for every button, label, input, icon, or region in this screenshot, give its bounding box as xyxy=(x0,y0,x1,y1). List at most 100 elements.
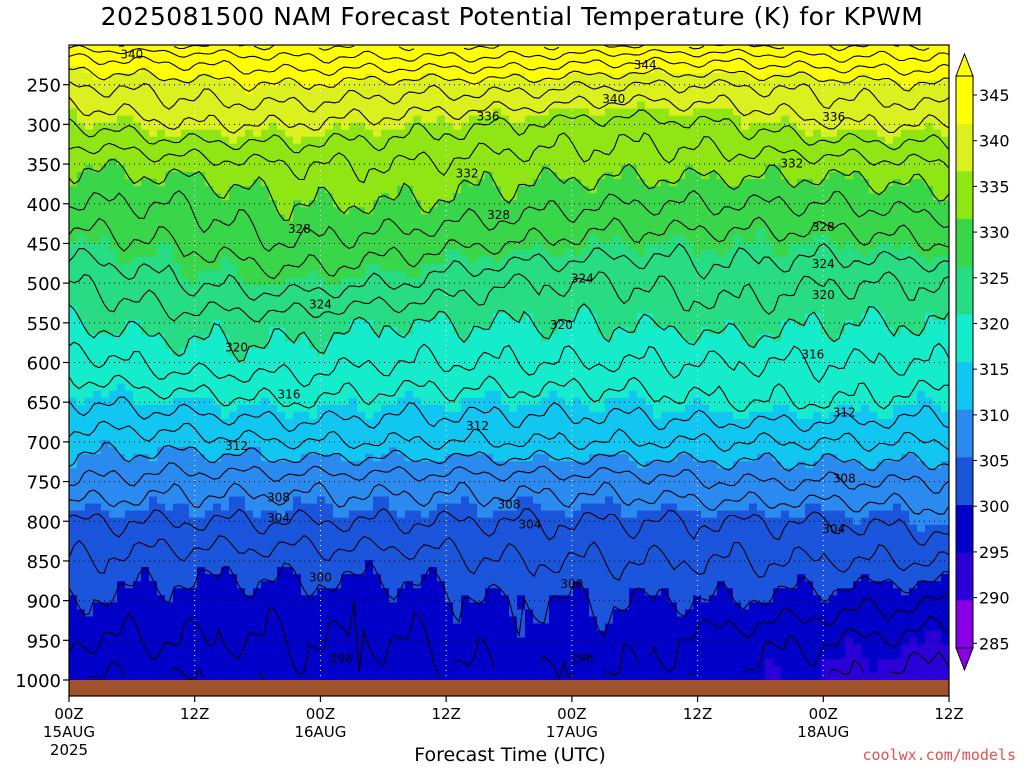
theta-fill-cell xyxy=(261,108,270,117)
theta-fill-cell xyxy=(277,143,286,152)
theta-fill-cell xyxy=(717,87,726,95)
theta-fill-cell xyxy=(637,157,646,166)
theta-fill-cell xyxy=(69,228,78,237)
theta-fill-cell xyxy=(773,221,782,230)
theta-fill-cell xyxy=(621,291,630,300)
theta-fill-cell xyxy=(341,291,350,300)
theta-fill-cell xyxy=(245,80,254,88)
theta-fill-cell xyxy=(333,277,342,286)
theta-fill-cell xyxy=(693,355,702,364)
theta-fill-cell xyxy=(397,200,406,208)
theta-fill-cell xyxy=(669,291,678,300)
theta-fill-cell xyxy=(293,73,302,81)
theta-fill-cell xyxy=(333,207,342,215)
theta-fill-cell xyxy=(269,172,278,180)
theta-fill-cell xyxy=(373,348,382,357)
theta-fill-cell xyxy=(93,284,102,293)
theta-fill-cell xyxy=(149,136,158,145)
theta-fill-cell xyxy=(605,306,614,314)
theta-fill-cell xyxy=(709,299,718,307)
theta-fill-cell xyxy=(77,263,86,272)
theta-fill-cell xyxy=(893,52,902,60)
theta-fill-cell xyxy=(189,73,198,81)
theta-fill-cell xyxy=(421,143,430,152)
theta-fill-cell xyxy=(853,277,862,286)
theta-fill-cell xyxy=(373,45,382,53)
theta-fill-cell xyxy=(549,143,558,152)
theta-fill-cell xyxy=(685,87,694,95)
theta-fill-cell xyxy=(405,87,414,95)
theta-fill-cell xyxy=(517,235,526,244)
theta-fill-cell xyxy=(437,214,446,222)
theta-fill-cell xyxy=(885,341,894,349)
theta-fill-cell xyxy=(309,221,318,230)
theta-fill-cell xyxy=(125,235,134,244)
theta-fill-cell xyxy=(773,108,782,117)
theta-fill-cell xyxy=(325,52,334,60)
theta-fill-cell xyxy=(477,284,486,293)
theta-fill-cell xyxy=(709,115,718,124)
theta-fill-cell xyxy=(581,341,590,349)
theta-fill-cell xyxy=(637,193,646,201)
theta-fill-cell xyxy=(173,327,182,335)
theta-fill-cell xyxy=(821,193,830,201)
theta-fill-cell xyxy=(333,221,342,230)
theta-fill-cell xyxy=(773,334,782,342)
theta-fill-cell xyxy=(653,313,662,321)
theta-fill-cell xyxy=(133,164,142,173)
theta-fill-cell xyxy=(925,284,934,293)
theta-fill-cell xyxy=(557,157,566,166)
theta-fill-cell xyxy=(813,341,822,349)
theta-fill-cell xyxy=(165,94,174,103)
theta-fill-cell xyxy=(293,284,302,293)
theta-fill-cell xyxy=(741,228,750,237)
theta-fill-cell xyxy=(493,348,502,357)
theta-fill-cell xyxy=(325,94,334,103)
theta-fill-cell xyxy=(613,164,622,173)
theta-fill-cell xyxy=(485,157,494,166)
theta-fill-cell xyxy=(597,172,606,180)
theta-fill-cell xyxy=(229,115,238,124)
theta-fill-cell xyxy=(501,200,510,208)
theta-fill-cell xyxy=(661,73,670,81)
theta-fill-cell xyxy=(629,73,638,81)
theta-fill-cell xyxy=(733,270,742,279)
theta-fill-cell xyxy=(669,157,678,166)
theta-fill-cell xyxy=(493,291,502,300)
theta-fill-cell xyxy=(597,143,606,152)
theta-fill-cell xyxy=(669,164,678,173)
theta-fill-cell xyxy=(469,186,478,194)
theta-fill-cell xyxy=(157,186,166,194)
theta-fill-cell xyxy=(573,66,582,74)
theta-fill-cell xyxy=(533,334,542,342)
theta-fill-cell xyxy=(853,164,862,173)
theta-fill-cell xyxy=(165,52,174,60)
theta-fill-cell xyxy=(429,136,438,145)
theta-fill-cell xyxy=(701,291,710,300)
theta-fill-cell xyxy=(533,249,542,258)
theta-fill-cell xyxy=(173,306,182,314)
theta-fill-cell xyxy=(189,52,198,60)
theta-fill-cell xyxy=(741,341,750,349)
theta-fill-cell xyxy=(165,66,174,74)
theta-fill-cell xyxy=(149,172,158,180)
theta-fill-cell xyxy=(869,66,878,74)
theta-fill-cell xyxy=(469,221,478,230)
theta-fill-cell xyxy=(381,334,390,342)
theta-fill-cell xyxy=(189,263,198,272)
theta-fill-cell xyxy=(925,256,934,265)
theta-fill-cell xyxy=(613,115,622,124)
theta-fill-cell xyxy=(389,59,398,67)
theta-fill-cell xyxy=(397,207,406,215)
theta-fill-cell xyxy=(197,129,206,138)
theta-fill-cell xyxy=(661,101,670,110)
theta-fill-cell xyxy=(501,172,510,180)
theta-fill-cell xyxy=(221,80,230,88)
theta-fill-cell xyxy=(413,327,422,335)
theta-fill-cell xyxy=(781,52,790,60)
theta-fill-cell xyxy=(565,129,574,138)
theta-fill-cell xyxy=(413,179,422,187)
theta-fill-cell xyxy=(741,59,750,67)
theta-fill-cell xyxy=(357,355,366,364)
theta-fill-cell xyxy=(485,129,494,138)
